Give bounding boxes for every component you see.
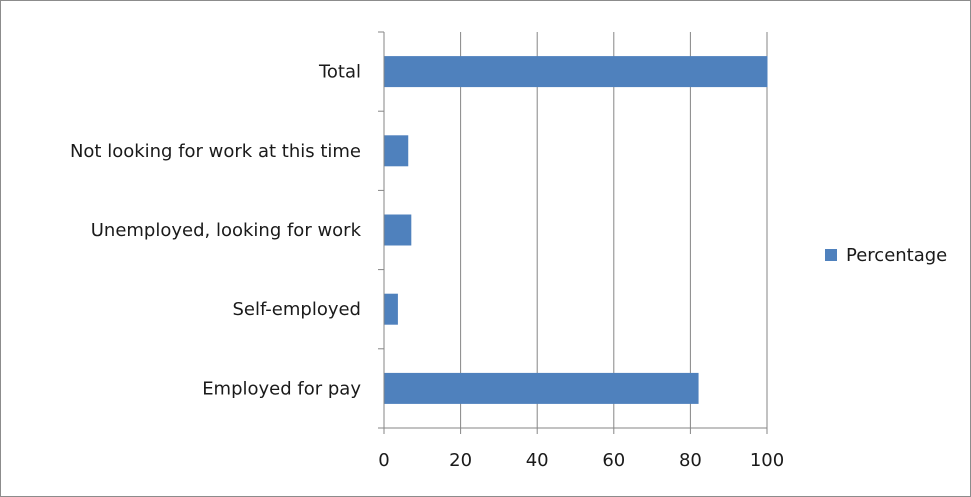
bar-not-looking-for-work-at-this-time [384,135,409,167]
gridlines [460,32,768,428]
x-tick-label: 60 [602,450,625,471]
x-tick-label: 0 [378,450,389,471]
x-tick-label: 20 [449,450,472,471]
x-tick-label: 40 [526,450,549,471]
bar-self-employed [384,293,398,325]
x-tick-labels: 0 20 40 60 80 100 [378,450,784,471]
category-label: Total [318,62,361,83]
bar-total [384,56,768,88]
x-tick-label: 100 [750,450,784,471]
bar-unemployed-looking-for-work [384,214,412,246]
category-label: Self-employed [232,299,361,320]
bar-employed-for-pay [384,372,699,404]
legend-label: Percentage [846,245,947,266]
axes [378,31,768,434]
legend-swatch [825,249,837,261]
category-label: Employed for pay [202,378,361,399]
category-label: Not looking for work at this time [70,141,361,162]
x-tick-label: 80 [679,450,702,471]
category-labels: Employed for pay Self-employed Unemployed,… [70,62,362,400]
category-label: Unemployed, looking for work [91,220,362,241]
bars [384,56,768,404]
legend: Percentage [825,245,947,266]
